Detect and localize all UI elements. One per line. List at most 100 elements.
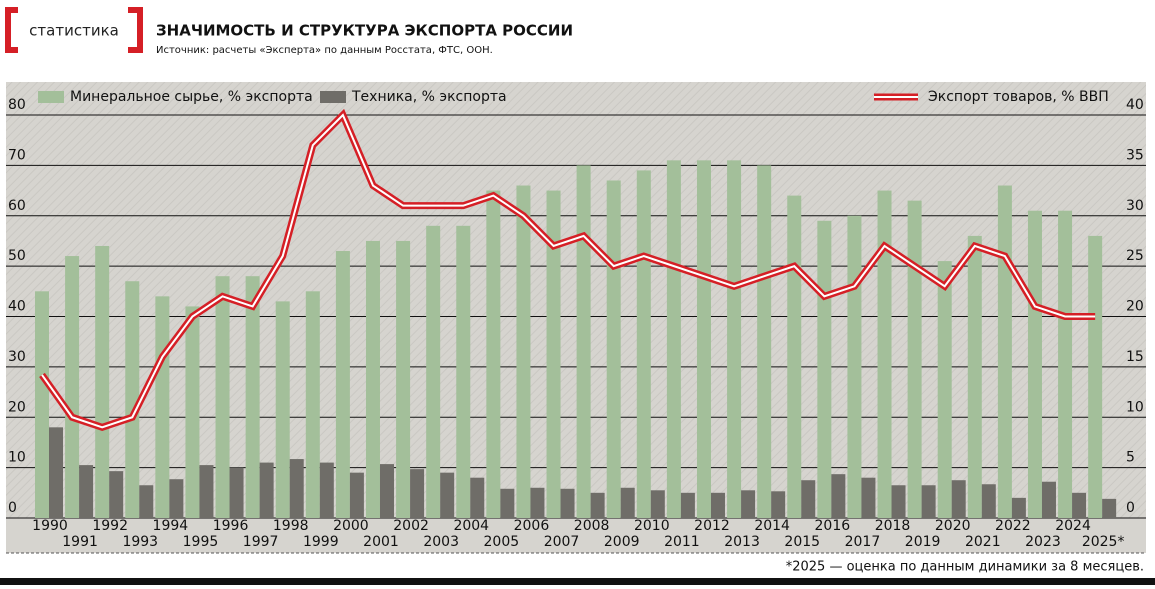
bar: [470, 477, 485, 518]
y-tick-label: 0: [8, 500, 17, 516]
axis-band: [6, 518, 1146, 553]
legend-label: Экспорт товаров, % ВВП: [928, 89, 1109, 105]
x-tick-label: 2006: [514, 518, 550, 534]
logo-text: статистика: [29, 22, 119, 40]
y-tick-label: 20: [8, 399, 26, 415]
x-tick-label: 2012: [694, 518, 730, 534]
bar: [891, 485, 906, 518]
bar: [546, 190, 561, 518]
bar: [1027, 210, 1042, 518]
x-tick-label: 2023: [1025, 534, 1061, 550]
logo: статистика: [5, 7, 143, 53]
y2-tick-label: 5: [1126, 450, 1135, 466]
x-tick-label: 2022: [995, 518, 1031, 534]
x-tick-label: 2009: [604, 534, 640, 550]
bar: [169, 479, 184, 518]
footnote: *2025 — оценка по данным динамики за 8 м…: [786, 560, 1144, 575]
bar: [997, 185, 1012, 518]
legend-label: Минеральное сырье, % экспорта: [70, 89, 313, 105]
x-tick-label: 1995: [183, 534, 219, 550]
y2-tick-label: 0: [1126, 500, 1135, 516]
bar: [937, 261, 952, 518]
bar: [1102, 498, 1117, 518]
bar: [666, 160, 681, 518]
bar: [650, 490, 665, 518]
y2-tick-label: 30: [1126, 198, 1144, 214]
bar: [440, 472, 455, 518]
x-tick-label: 2016: [815, 518, 851, 534]
x-tick-label: 1993: [122, 534, 158, 550]
bar: [921, 485, 936, 518]
bar: [576, 165, 591, 518]
bar: [560, 488, 575, 518]
bar: [259, 462, 274, 518]
bar: [139, 485, 154, 518]
bar: [199, 465, 214, 518]
y-tick-label: 10: [8, 450, 26, 466]
bar: [1041, 481, 1056, 518]
bar: [710, 492, 725, 518]
bar: [396, 240, 411, 518]
x-tick-label: 1999: [303, 534, 339, 550]
bar: [636, 170, 651, 518]
bar: [801, 480, 816, 518]
bar: [456, 225, 471, 518]
bar: [185, 306, 200, 518]
x-tick-label: 1991: [62, 534, 98, 550]
bottom-bar: [0, 578, 1155, 585]
bar: [1058, 210, 1073, 518]
y2-tick-label: 40: [1126, 97, 1144, 113]
x-tick-label: 2010: [634, 518, 670, 534]
y2-tick-label: 15: [1126, 349, 1144, 365]
x-tick-label: 2024: [1055, 518, 1091, 534]
bar: [275, 301, 290, 518]
bar: [907, 200, 922, 518]
y-tick-label: 40: [8, 299, 26, 315]
bar: [426, 225, 441, 518]
y2-tick-label: 10: [1126, 399, 1144, 415]
legend-label: Техника, % экспорта: [351, 89, 507, 105]
bar: [757, 165, 772, 518]
bar: [379, 464, 394, 518]
bar: [500, 488, 515, 518]
bar: [65, 256, 80, 518]
bar: [877, 190, 892, 518]
x-tick-label: 2021: [965, 534, 1001, 550]
bar: [95, 245, 110, 518]
bar: [741, 490, 756, 518]
x-tick-label: 2001: [363, 534, 399, 550]
bar: [771, 491, 786, 518]
bar: [787, 195, 802, 518]
x-tick-label: 2019: [905, 534, 941, 550]
bar: [319, 462, 334, 518]
bar: [606, 180, 621, 519]
y2-tick-label: 25: [1126, 248, 1144, 264]
bar: [696, 160, 711, 518]
bar: [125, 281, 140, 518]
bar: [349, 472, 364, 518]
legend-swatch: [320, 91, 346, 103]
x-tick-label: 1994: [153, 518, 189, 534]
source: Источник: расчеты «Эксперта» по данным Р…: [156, 45, 493, 56]
line: [41, 113, 1096, 429]
bar: [727, 160, 742, 518]
x-tick-label: 2011: [664, 534, 700, 550]
x-tick-label: 1996: [213, 518, 249, 534]
x-tick-label: 2025*: [1082, 534, 1125, 550]
bar: [289, 459, 304, 518]
legend-swatch: [38, 91, 64, 103]
x-tick-label: 2007: [544, 534, 580, 550]
x-tick-label: 2000: [333, 518, 369, 534]
bar: [486, 190, 501, 518]
bar: [410, 469, 425, 518]
x-tick-label: 2013: [724, 534, 760, 550]
bar: [1011, 497, 1026, 518]
bar: [861, 477, 876, 518]
bar: [229, 467, 244, 518]
bar: [1088, 235, 1103, 518]
bar: [981, 484, 996, 518]
x-tick-label: 2018: [875, 518, 911, 534]
bar: [335, 251, 350, 518]
